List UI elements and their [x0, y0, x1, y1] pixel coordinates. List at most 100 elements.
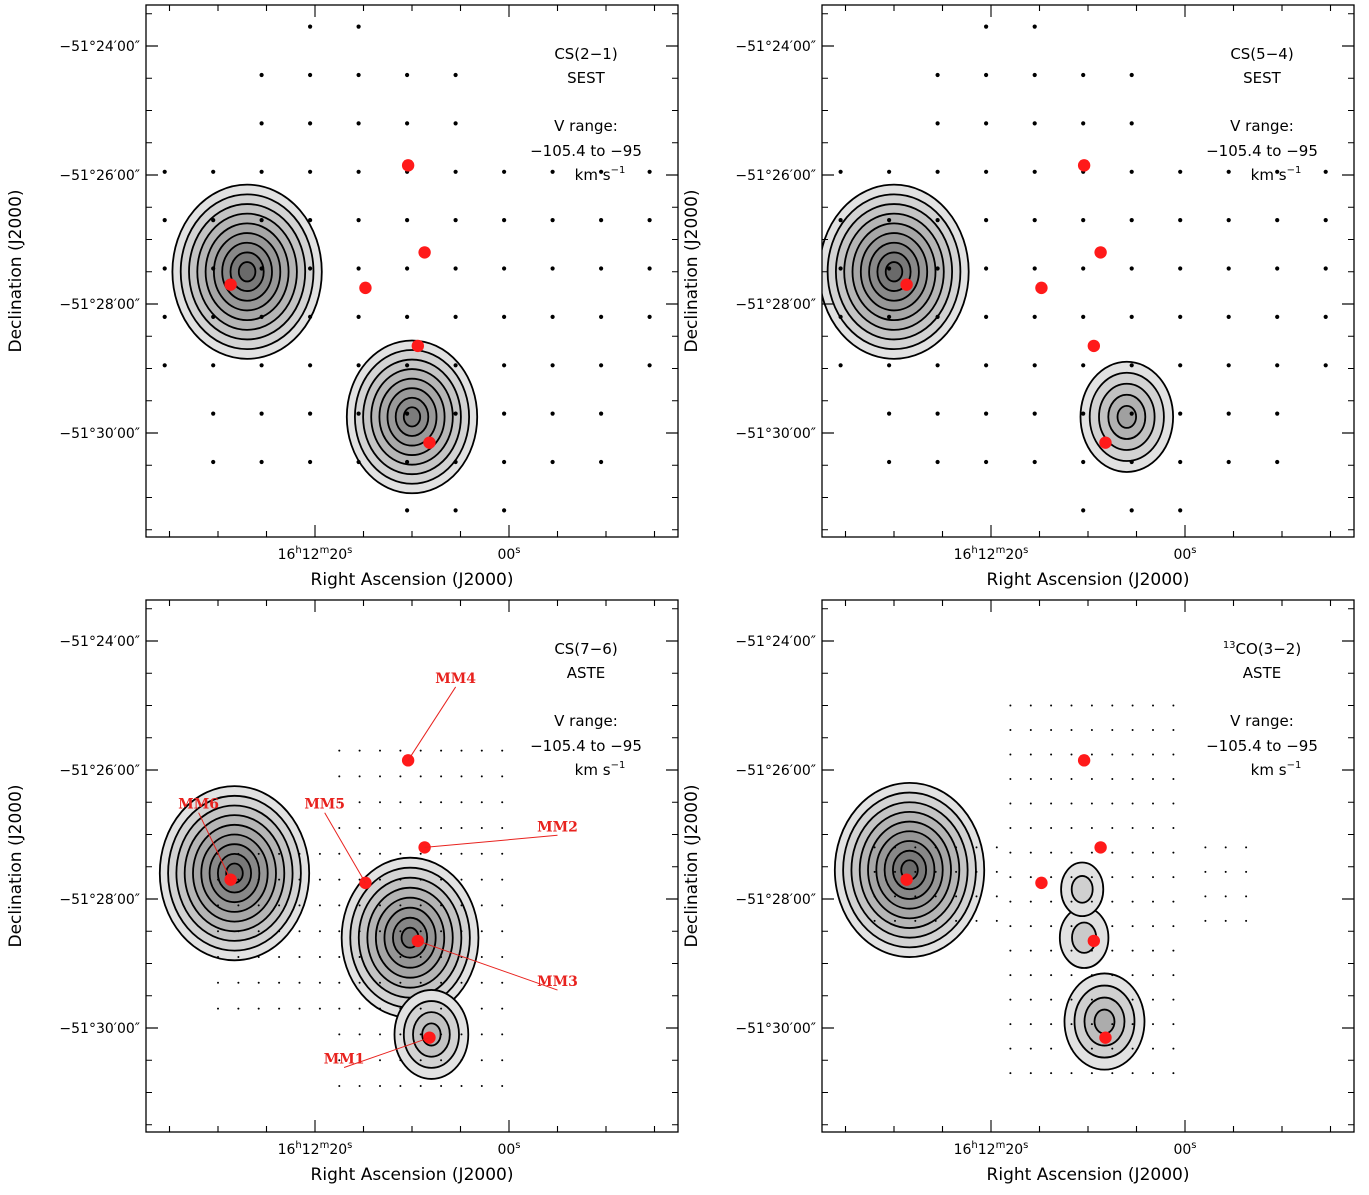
x-tick-label: 16h12m20s	[278, 545, 353, 563]
grid-point	[419, 930, 422, 933]
grid-point	[1152, 925, 1154, 928]
grid-point	[440, 878, 443, 881]
grid-point	[217, 930, 219, 933]
grid-point	[308, 169, 313, 174]
x-tick-part: 00	[497, 1142, 515, 1158]
x-tick-label: 16h12m20s	[278, 1140, 353, 1158]
grid-point	[1275, 363, 1280, 368]
grid-point	[419, 1059, 422, 1062]
x-tick-part: m	[996, 545, 1006, 556]
grid-point	[914, 895, 917, 898]
grid-point	[501, 1085, 504, 1087]
contour-group	[158, 749, 504, 1087]
grid-point	[647, 218, 652, 223]
y-axis-title: Declination (J2000)	[6, 189, 26, 352]
grid-point	[1129, 169, 1134, 174]
grid-point	[308, 24, 313, 29]
source-marker-mm2	[1094, 246, 1107, 259]
grid-point	[379, 1007, 381, 1010]
grid-point	[935, 411, 940, 416]
grid-point	[935, 363, 940, 368]
grid-point	[1131, 949, 1134, 952]
grid-point	[1032, 72, 1037, 78]
grid-point	[217, 1007, 219, 1010]
grid-point	[356, 121, 361, 126]
grid-point	[1090, 851, 1093, 854]
y-tick-label: −51°24′00″	[59, 634, 140, 650]
grid-point	[338, 775, 341, 778]
grid-point	[599, 169, 604, 174]
grid-point	[1172, 827, 1175, 829]
grid-point	[453, 363, 458, 368]
grid-point	[550, 363, 555, 368]
grid-point	[338, 1033, 341, 1036]
grid-point	[1323, 314, 1328, 319]
grid-point	[975, 919, 978, 922]
grid-point	[1131, 851, 1134, 854]
grid-point	[502, 314, 507, 319]
grid-point	[935, 72, 940, 78]
grid-point	[379, 749, 381, 752]
grid-point	[1070, 1047, 1073, 1050]
grid-point	[379, 827, 381, 829]
grid-point	[1050, 925, 1053, 928]
grid-point	[419, 801, 422, 804]
grid-point	[419, 1033, 422, 1036]
grid-point	[1090, 802, 1093, 805]
source-marker-mm2	[418, 246, 431, 259]
grid-point	[399, 1033, 402, 1036]
x-tick-part: m	[320, 545, 330, 556]
grid-point	[308, 218, 313, 223]
x-tick-part: s	[1191, 1140, 1196, 1151]
velocity-range-label: V range:	[554, 712, 618, 730]
grid-point	[995, 846, 998, 849]
source-marker-mm3	[411, 339, 425, 353]
grid-point	[1172, 974, 1175, 977]
grid-point	[1224, 919, 1227, 922]
grid-point	[1029, 729, 1032, 731]
grid-point	[440, 956, 443, 958]
grid-point	[1070, 1023, 1073, 1026]
grid-point	[460, 904, 463, 907]
grid-point	[480, 827, 483, 829]
grid-point	[338, 956, 341, 958]
grid-point	[1111, 753, 1114, 756]
grid-point	[984, 121, 989, 126]
y-tick-label: −51°24′00″	[735, 634, 816, 650]
grid-point	[1050, 998, 1053, 1001]
grid-point	[599, 411, 604, 416]
grid-point	[984, 314, 989, 319]
grid-point	[1070, 802, 1073, 805]
grid-point	[1129, 508, 1134, 513]
grid-point	[1029, 949, 1032, 952]
panel-title: 13CO(3−2)	[1223, 640, 1301, 658]
source-marker-mm5	[1035, 876, 1048, 890]
grid-point	[440, 981, 443, 984]
grid-point	[935, 169, 940, 174]
grid-point	[1032, 218, 1037, 223]
grid-point	[399, 1085, 402, 1087]
panel-telescope: SEST	[567, 69, 606, 87]
grid-point	[887, 411, 892, 416]
grid-point	[1081, 266, 1086, 271]
grid-point	[399, 981, 402, 984]
grid-point	[550, 169, 555, 174]
grid-point	[599, 266, 604, 271]
grid-point	[647, 314, 652, 319]
grid-point	[460, 878, 463, 881]
grid-point	[1050, 876, 1053, 879]
grid-point	[502, 459, 507, 465]
panel-telescope: SEST	[1243, 69, 1282, 87]
grid-point	[1172, 778, 1175, 780]
grid-point	[1172, 729, 1175, 731]
grid-point	[399, 930, 402, 933]
y-tick-label: −51°26′00″	[735, 763, 816, 779]
grid-point	[259, 363, 264, 368]
grid-point	[1111, 974, 1114, 977]
grid-point	[358, 1007, 361, 1010]
grid-point	[1009, 1072, 1012, 1075]
contour-level	[884, 261, 904, 283]
grid-point	[1172, 949, 1175, 952]
grid-point	[480, 1059, 483, 1062]
grid-point	[1178, 314, 1183, 319]
